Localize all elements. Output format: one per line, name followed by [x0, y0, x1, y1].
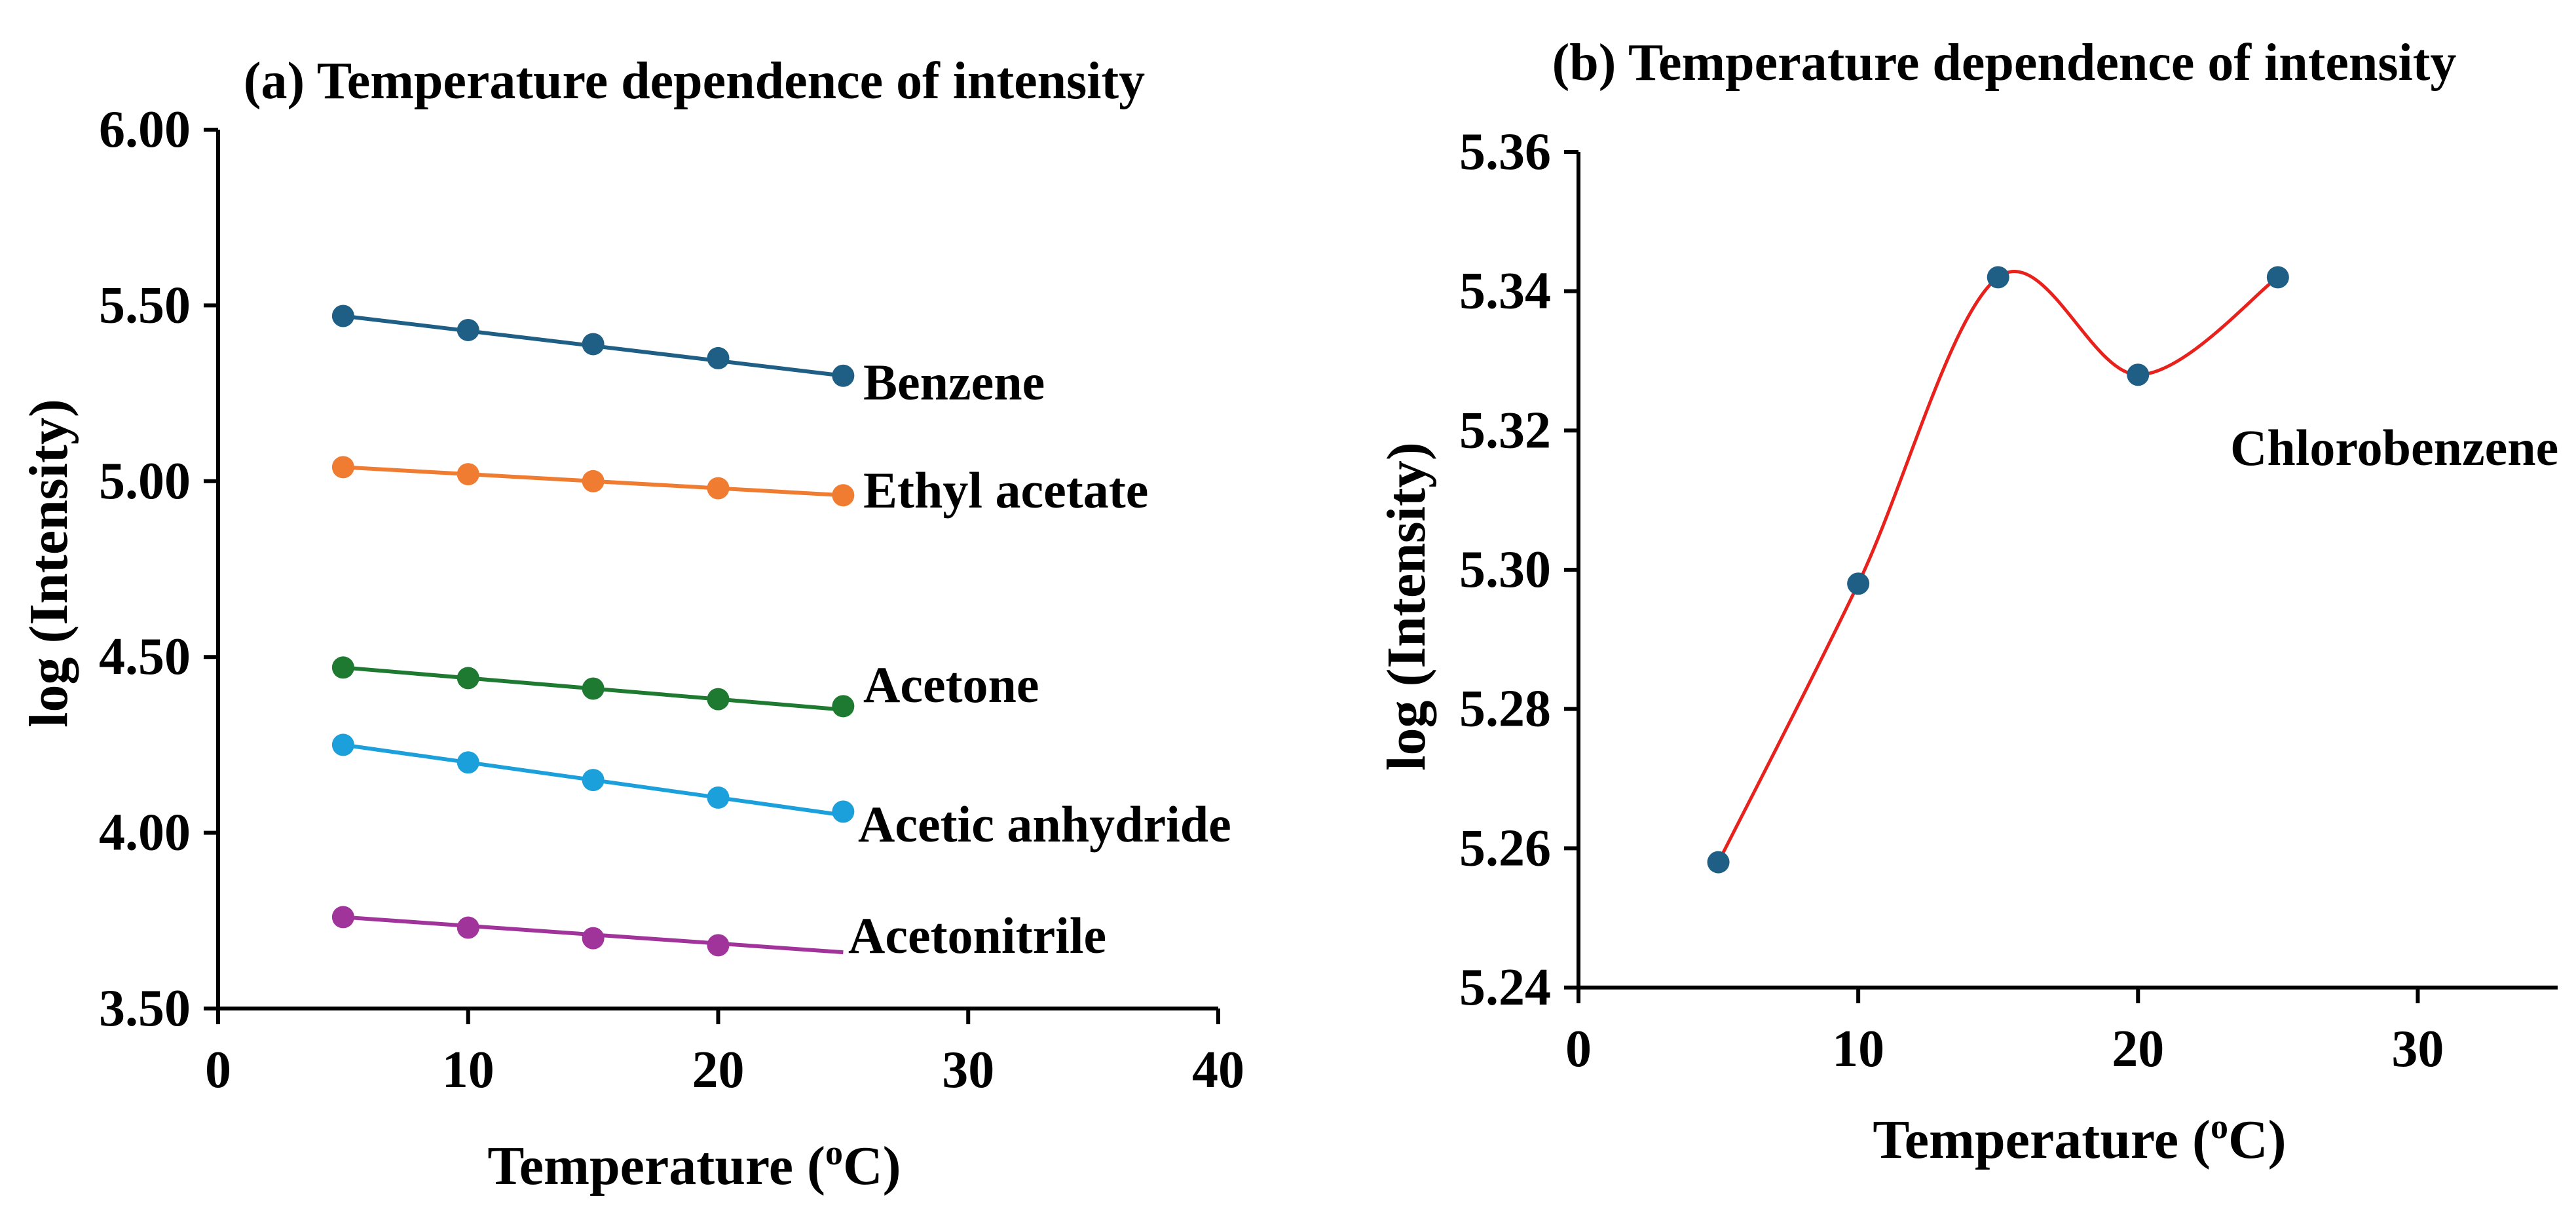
- y-tick-label: 4.00: [99, 804, 191, 862]
- series-label: Chlorobenzene: [2230, 419, 2558, 476]
- series-acetonitrile: Acetonitrile: [331, 906, 1106, 964]
- series-label: Acetic anhydride: [858, 796, 1231, 853]
- x-tick-label: 20: [2112, 1020, 2164, 1078]
- series-ethyl-acetate: Ethyl acetate: [331, 456, 1148, 519]
- data-point: [331, 733, 354, 756]
- data-point: [331, 305, 354, 327]
- series-acetic-anhydride: Acetic anhydride: [331, 733, 1231, 853]
- chart-a-marks: Benzene Ethyl acetate Acetone Acetic anhydr…: [331, 305, 1231, 964]
- y-tick-label: 5.28: [1459, 680, 1551, 738]
- data-point: [582, 333, 605, 356]
- x-tick-label: 10: [442, 1041, 495, 1099]
- data-point: [1847, 572, 1870, 595]
- series-label: Acetone: [863, 656, 1039, 713]
- series-chlorobenzene: Chlorobenzene: [1707, 266, 2558, 874]
- chart-b-marks: Chlorobenzene: [1707, 266, 2558, 874]
- x-tick-label: 10: [1832, 1020, 1884, 1078]
- x-tick-label: 40: [1192, 1041, 1244, 1099]
- data-point: [457, 667, 479, 690]
- data-point: [331, 656, 354, 679]
- y-tick-label: 5.36: [1459, 123, 1551, 181]
- chart-a-ticks: 3.50 4.00 4.50 5.00 5.50 6.00 0 10 20 30 40: [99, 101, 1244, 1099]
- data-point: [2266, 266, 2289, 289]
- chart-a-y-axis-label: log (Intensity): [18, 399, 79, 728]
- y-tick-label: 5.34: [1459, 263, 1551, 320]
- data-point: [707, 786, 730, 809]
- data-point: [832, 484, 855, 507]
- data-point: [832, 695, 855, 718]
- y-tick-label: 6.00: [99, 101, 191, 158]
- chart-a: (a) Temperature dependence of intensity …: [18, 52, 1244, 1196]
- chart-b-title: (b) Temperature dependence of intensity: [1552, 34, 2457, 92]
- series-label: Acetonitrile: [848, 907, 1106, 964]
- series-curve: [1717, 270, 2279, 863]
- x-tick-label: 0: [1565, 1020, 1592, 1078]
- chart-b-x-axis-label: Temperature (oC): [1873, 1107, 2286, 1170]
- y-tick-label: 5.30: [1459, 541, 1551, 599]
- data-point: [1707, 851, 1730, 874]
- data-point: [2127, 363, 2150, 386]
- chart-a-title: (a) Temperature dependence of intensity: [244, 52, 1145, 110]
- y-tick-label: 5.26: [1459, 819, 1551, 877]
- y-tick-label: 5.50: [99, 276, 191, 334]
- data-point: [582, 769, 605, 792]
- data-point: [457, 751, 479, 774]
- chart-a-x-axis-label: Temperature (oC): [487, 1133, 901, 1196]
- data-point: [457, 916, 479, 939]
- series-benzene: Benzene: [331, 305, 1045, 411]
- data-point: [582, 927, 605, 950]
- y-tick-label: 5.32: [1459, 401, 1551, 459]
- data-point: [707, 346, 730, 369]
- series-label: Ethyl acetate: [863, 462, 1148, 519]
- chart-b-y-axis-label: log (Intensity): [1376, 442, 1437, 771]
- x-tick-label: 0: [205, 1041, 231, 1099]
- x-tick-label: 30: [942, 1041, 994, 1099]
- data-point: [707, 477, 730, 500]
- series-label: Benzene: [863, 354, 1045, 411]
- data-point: [707, 934, 730, 957]
- y-tick-label: 5.24: [1459, 959, 1551, 1016]
- data-point: [832, 800, 855, 823]
- y-tick-label: 5.00: [99, 453, 191, 510]
- data-point: [331, 906, 354, 929]
- data-point: [582, 677, 605, 700]
- y-tick-label: 3.50: [99, 980, 191, 1037]
- data-point: [331, 456, 354, 479]
- data-point: [457, 318, 479, 341]
- y-tick-label: 4.50: [99, 628, 191, 686]
- chart-b: (b) Temperature dependence of intensity …: [1376, 34, 2558, 1170]
- x-tick-label: 20: [692, 1041, 745, 1099]
- data-point: [582, 470, 605, 492]
- series-acetone: Acetone: [331, 656, 1039, 718]
- data-point: [707, 688, 730, 711]
- data-point: [832, 364, 855, 387]
- data-point: [457, 463, 479, 486]
- x-tick-label: 30: [2391, 1020, 2444, 1078]
- chart-b-ticks: 5.24 5.26 5.28 5.30 5.32 5.34 5.36 0 10 20 30: [1459, 123, 2444, 1078]
- data-point: [1987, 266, 2009, 289]
